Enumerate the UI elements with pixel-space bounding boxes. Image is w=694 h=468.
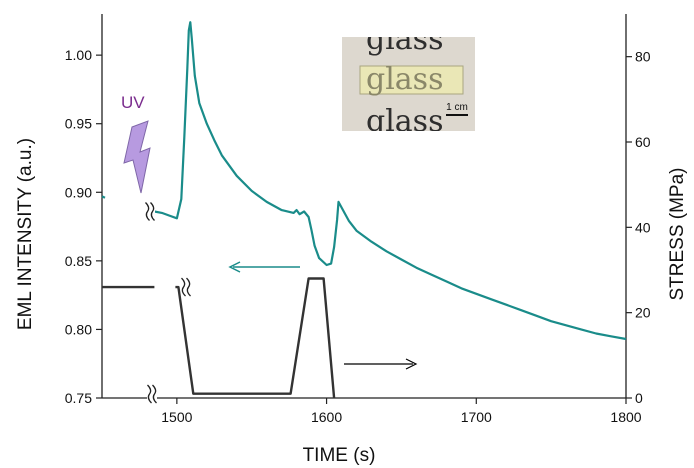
y-tick-label: 0.95 (65, 116, 92, 132)
y-tick-label: 0.75 (65, 390, 92, 406)
y2-tick-label: 40 (635, 219, 651, 235)
x-tick-label: 1500 (161, 409, 192, 425)
inset-word: glass (366, 62, 443, 97)
y2-tick-label: 80 (635, 49, 651, 65)
lightning-bolt-icon (123, 120, 151, 194)
uv-label: UV (121, 93, 145, 112)
x-axis-title: TIME (s) (303, 445, 376, 466)
break-gap (145, 202, 155, 221)
y-tick-label: 0.85 (65, 253, 92, 269)
inset-word: glass (366, 104, 443, 139)
y2-tick-label: 20 (635, 305, 651, 321)
break-mark (147, 384, 152, 404)
y2-axis-title: STRESS (MPa) (667, 167, 688, 300)
y2-tick-label: 0 (635, 390, 643, 406)
break-mark (152, 384, 157, 404)
glass-sample (359, 65, 464, 95)
break-mark (145, 202, 150, 221)
x-tick-label: 1700 (461, 409, 492, 425)
arrow-left-head (228, 261, 241, 273)
inset-word: glass (366, 22, 443, 57)
x-tick-label: 1600 (311, 409, 342, 425)
y-tick-label: 0.90 (65, 184, 92, 200)
eml-series-line-segment-1 (146, 21, 627, 341)
x-tick-label: 1800 (610, 409, 641, 425)
inset-content: glass glass glass (359, 22, 464, 139)
arrow-right-head (405, 358, 418, 370)
y2-tick-label: 60 (635, 134, 651, 150)
break-mark (186, 277, 191, 297)
break-mark (181, 277, 186, 297)
y-axis-title: EML INTENSITY (a.u.) (15, 138, 36, 330)
axes: 0.75 0.80 0.85 0.90 0.95 1.00 0 20 40 60 80 1500 160… (65, 14, 651, 425)
y-tick-label: 1.00 (65, 47, 92, 63)
annotations: UV (121, 93, 418, 370)
break-gap (181, 278, 191, 297)
stress-series-line-segment-1 (175, 277, 336, 399)
eml-series-line-segment-0 (101, 195, 106, 199)
axis-breaks (145, 202, 191, 404)
break-mark (150, 202, 155, 221)
y-tick-label: 0.80 (65, 321, 92, 337)
series-layer (101, 21, 627, 399)
scale-bar-label: 1 cm (446, 102, 468, 113)
break-gap (147, 385, 157, 403)
